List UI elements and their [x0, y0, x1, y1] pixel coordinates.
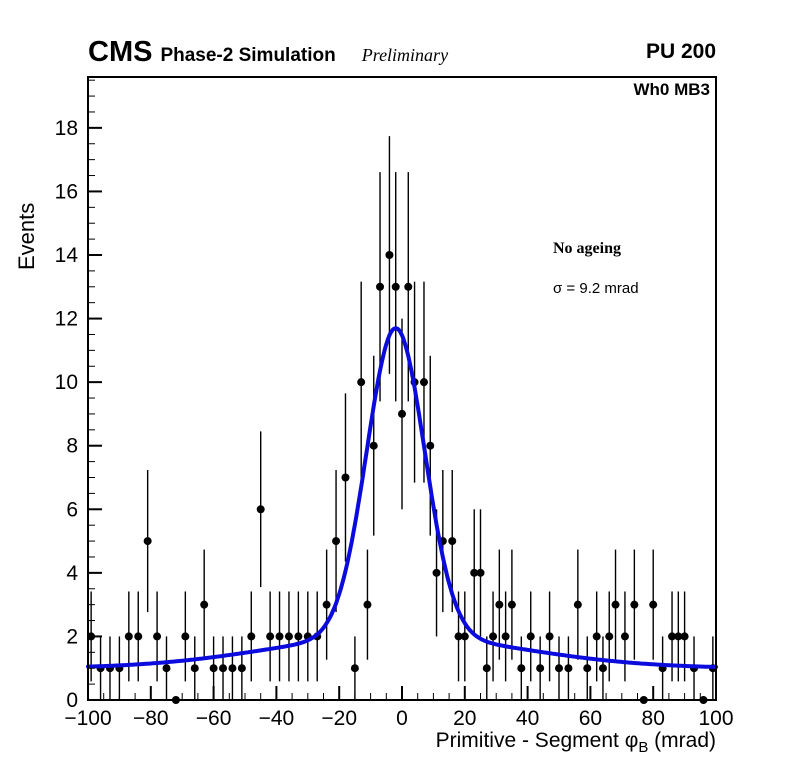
- data-point: [573, 600, 582, 609]
- legend-ageing-label: No ageing: [553, 240, 621, 257]
- y-tick-label: 6: [66, 498, 78, 521]
- x-tick-label: −80: [133, 707, 169, 730]
- data-point: [404, 282, 413, 291]
- data-point: [357, 378, 366, 387]
- y-tick-label: 8: [66, 435, 78, 458]
- data-point: [237, 664, 246, 673]
- data-point: [209, 664, 218, 673]
- header: CMS Phase-2 Simulation Preliminary: [88, 36, 448, 69]
- data-point: [583, 664, 592, 673]
- data-point: [369, 441, 378, 450]
- x-tick-label: 60: [579, 707, 602, 730]
- data-point: [536, 664, 545, 673]
- y-tick-label: 4: [66, 562, 78, 585]
- x-tick-label: 40: [516, 707, 539, 730]
- data-point: [649, 600, 658, 609]
- data-point: [124, 632, 133, 641]
- data-point: [332, 537, 341, 546]
- data-point: [153, 632, 162, 641]
- data-point: [517, 664, 526, 673]
- data-point: [470, 568, 479, 577]
- x-tick-label: −60: [196, 707, 232, 730]
- data-point: [489, 632, 498, 641]
- data-point: [219, 664, 228, 673]
- pileup-label: PU 200: [645, 40, 716, 63]
- data-point: [680, 632, 689, 641]
- data-point: [555, 664, 563, 673]
- data-point: [266, 632, 275, 641]
- data-point: [284, 632, 293, 641]
- y-tick-label: 10: [55, 371, 78, 394]
- y-tick-label: 0: [66, 689, 78, 712]
- x-axis-title-subscript: B: [638, 739, 649, 757]
- x-axis-title-prefix: Primitive - Segment φ: [435, 729, 639, 752]
- data-point: [668, 632, 677, 641]
- data-point: [454, 632, 463, 641]
- y-axis-title: Events: [14, 203, 39, 270]
- data-point: [419, 378, 428, 387]
- data-point: [143, 537, 152, 546]
- data-point: [350, 664, 359, 673]
- x-axis-title: Primitive - Segment φB (mrad): [436, 729, 716, 756]
- y-tick-label: 12: [55, 308, 78, 331]
- data-point: [507, 600, 516, 609]
- preliminary-label: Preliminary: [361, 45, 449, 65]
- x-axis-title-suffix: (mrad): [648, 729, 716, 752]
- data-point: [275, 632, 284, 641]
- data-point: [545, 632, 554, 641]
- data-point: [476, 568, 485, 577]
- data-point: [426, 441, 435, 450]
- x-tick-label: 20: [453, 707, 476, 730]
- data-point: [162, 664, 171, 673]
- y-tick-label: 2: [66, 625, 78, 648]
- data-point: [363, 600, 372, 609]
- data-point: [592, 632, 601, 641]
- data-point: [200, 600, 209, 609]
- data-point: [482, 664, 491, 673]
- data-point: [322, 600, 331, 609]
- data-point: [294, 632, 303, 641]
- x-tick-label: 0: [396, 707, 408, 730]
- data-point: [391, 282, 400, 291]
- legend-sigma-label: σ = 9.2 mrad: [553, 280, 639, 297]
- data-point: [247, 632, 256, 641]
- fit-curve: [86, 326, 718, 669]
- cms-logo-label: CMS: [88, 36, 153, 68]
- data-point: [134, 632, 143, 641]
- data-point: [598, 664, 607, 673]
- data-point: [181, 632, 190, 641]
- chamber-label: Wh0 MB3: [633, 80, 711, 99]
- data-point: [376, 282, 385, 291]
- data-point: [630, 600, 639, 609]
- y-tick-label: 16: [55, 180, 78, 203]
- x-tick-label: −40: [259, 707, 295, 730]
- data-point: [448, 537, 457, 546]
- data-point: [460, 632, 469, 641]
- data-point: [341, 473, 350, 482]
- data-point: [398, 409, 406, 418]
- data-point: [620, 632, 629, 641]
- data-point: [256, 505, 265, 514]
- y-tick-label: 18: [55, 117, 78, 140]
- x-tick-label: 80: [642, 707, 665, 730]
- x-tick-label: −100: [64, 707, 111, 730]
- data-point: [190, 664, 199, 673]
- data-point: [501, 632, 510, 641]
- data-point: [526, 632, 535, 641]
- data-point: [495, 600, 504, 609]
- data-point: [228, 664, 237, 673]
- data-point: [605, 632, 614, 641]
- y-axis-title-layer: Events: [14, 203, 39, 270]
- data-point: [564, 664, 573, 673]
- data-point: [611, 600, 620, 609]
- x-tick-label: −20: [321, 707, 357, 730]
- x-tick-label: 100: [698, 707, 733, 730]
- simulation-label: Phase-2 Simulation: [160, 45, 336, 66]
- y-tick-label: 14: [55, 244, 79, 267]
- data-point: [385, 251, 394, 259]
- data-point: [674, 632, 683, 641]
- data-point: [432, 568, 441, 577]
